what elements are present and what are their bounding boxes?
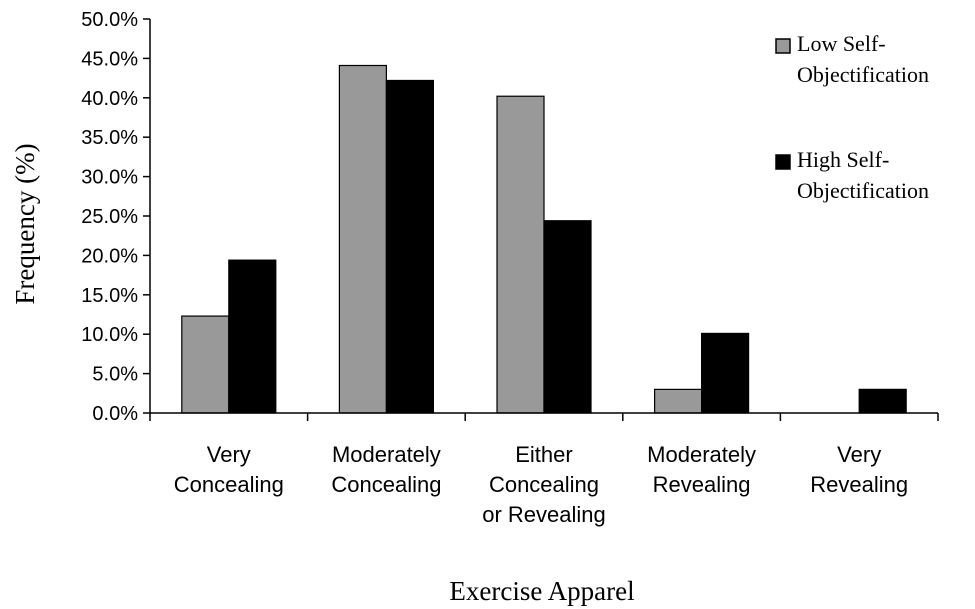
y-tick-label: 25.0% [81,206,138,228]
y-axis: 0.0% 5.0% 10.0% 15.0% 20.0% 25.0% 30.0% 35.0% 40… [81,9,151,425]
legend-label: Low Self-Objectification [797,31,929,87]
y-tick-label: 50.0% [81,9,138,31]
bar-high-self-objectification [543,220,592,414]
x-category-label: Very Revealing [810,442,908,497]
plot-area [181,64,907,414]
x-axis: Very Concealing Moderately Concealing Either… [149,412,939,527]
y-tick-label: 10.0% [81,324,138,346]
y-tick-label: 15.0% [81,285,138,307]
legend: Low Self-Objectification High Self-Object… [775,31,929,203]
bar-high-self-objectification [858,388,907,414]
y-tick-label: 35.0% [81,127,138,149]
y-tick-label: 20.0% [81,245,138,267]
y-axis-title: Frequency (%) [10,143,40,304]
y-tick-label: 30.0% [81,167,138,189]
bar-high-self-objectification [385,79,434,414]
y-tick-label: 40.0% [81,88,138,110]
x-category-label: Moderately Revealing [647,442,756,497]
bar-low-self-objectification [496,95,545,414]
legend-swatch [775,38,791,54]
x-category-label: Very Concealing [174,442,284,497]
legend-label: High Self-Objectification [797,147,929,203]
bar-low-self-objectification [653,388,703,414]
x-category-label: Moderately Concealing [331,442,441,497]
bar-low-self-objectification [181,315,230,414]
y-tick-label: 0.0% [92,403,138,425]
legend-swatch [775,154,791,170]
bar-high-self-objectification [228,259,277,414]
bar-high-self-objectification [700,332,750,414]
x-axis-title: Exercise Apparel [449,576,634,606]
bar-low-self-objectification [338,64,387,414]
y-tick-label: 5.0% [92,364,138,386]
x-category-label: Either Concealing or Revealing [482,442,606,527]
y-tick-label: 45.0% [81,48,138,70]
